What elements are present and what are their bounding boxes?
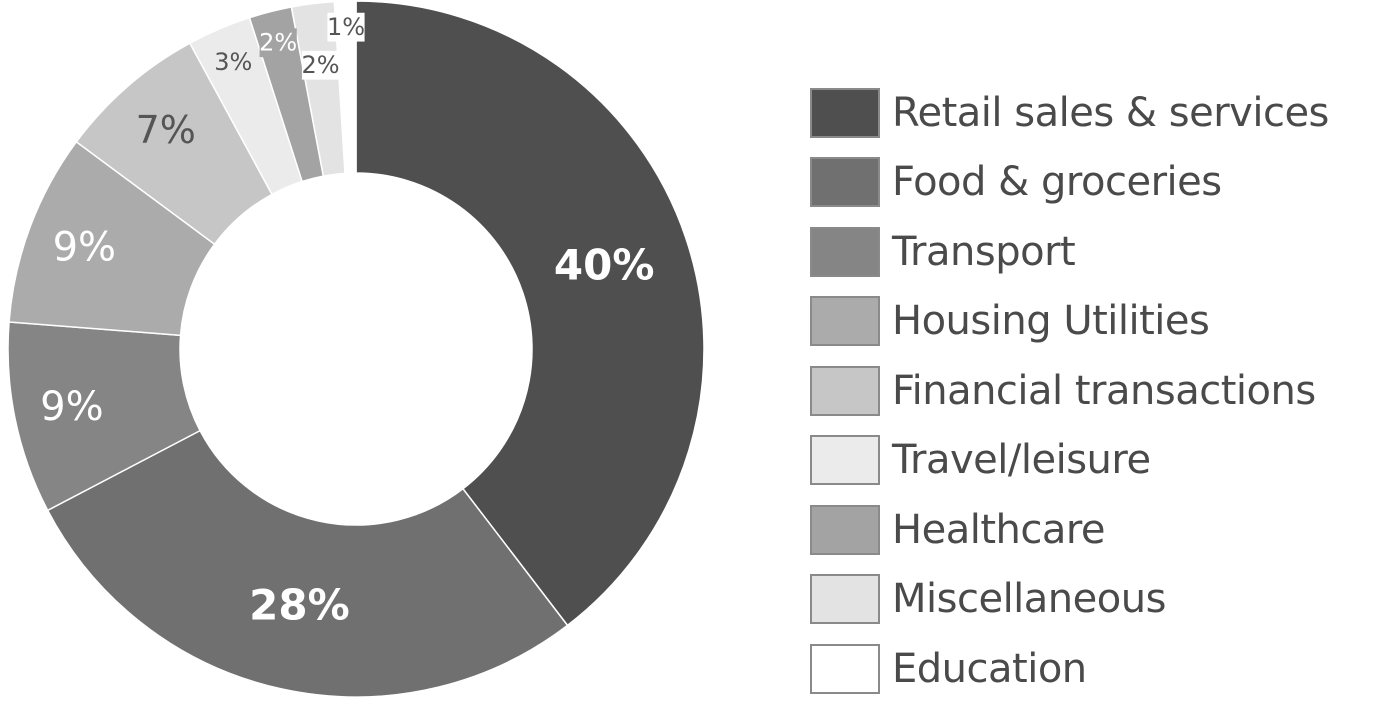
legend-swatch-miscellaneous (810, 574, 880, 625)
legend-swatch-education (810, 643, 880, 694)
value-label-food: 28% (249, 580, 350, 629)
legend-swatch-housing (810, 296, 880, 347)
legend-label-healthcare: Healthcare (892, 506, 1106, 553)
legend-label-miscellaneous: Miscellaneous (892, 576, 1166, 623)
legend-item-travel: Travel/leisure (810, 426, 1329, 496)
legend-item-healthcare: Healthcare (810, 495, 1329, 565)
value-label-bg-healthcare (259, 28, 297, 58)
legend-label-food: Food & groceries (892, 159, 1222, 206)
legend-label-financial: Financial transactions (892, 367, 1316, 414)
legend-item-housing: Housing Utilities (810, 287, 1329, 357)
value-label-retail: 40% (554, 240, 655, 289)
legend-item-transport: Transport (810, 217, 1329, 287)
value-label-bg-education (327, 12, 365, 42)
legend-item-financial: Financial transactions (810, 356, 1329, 426)
legend-item-miscellaneous: Miscellaneous (810, 565, 1329, 635)
value-label-housing: 9% (53, 224, 116, 270)
value-label-miscellaneous: 2% (301, 51, 339, 79)
value-label-bg-miscellaneous (301, 50, 340, 80)
value-label-travel: 3% (214, 48, 252, 76)
legend-item-education: Education (810, 634, 1329, 704)
value-label-education: 1% (327, 13, 365, 41)
value-label-transport: 9% (40, 384, 103, 430)
value-label-financial: 7% (136, 108, 196, 152)
legend-label-transport: Transport (892, 228, 1076, 275)
legend-swatch-travel (810, 435, 880, 486)
legend-item-retail: Retail sales & services (810, 78, 1329, 148)
legend-label-retail: Retail sales & services (892, 89, 1329, 136)
legend-swatch-retail (810, 87, 880, 138)
legend-swatch-transport (810, 226, 880, 277)
donut-chart: 40%28%9%9%7%3%2%2%1% (7, 0, 705, 698)
legend-swatch-food (810, 157, 880, 208)
slice-education (333, 0, 357, 175)
legend-swatch-financial (810, 365, 880, 416)
legend-swatch-healthcare (810, 504, 880, 555)
value-label-healthcare: 2% (259, 29, 297, 57)
chart-legend: Retail sales & services Food & groceries… (810, 78, 1329, 704)
legend-label-education: Education (892, 645, 1087, 692)
legend-label-housing: Housing Utilities (892, 298, 1210, 345)
slice-retail (355, 0, 705, 627)
slice-food (46, 429, 569, 698)
legend-label-travel: Travel/leisure (892, 437, 1151, 484)
legend-item-food: Food & groceries (810, 148, 1329, 218)
